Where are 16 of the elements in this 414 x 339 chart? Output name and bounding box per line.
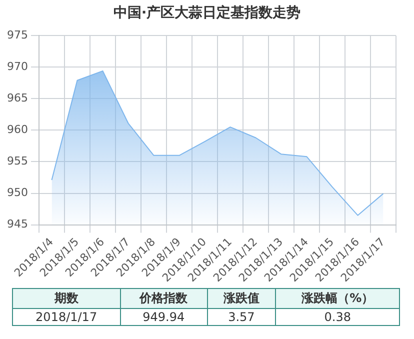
y-tick-label: 960 [6,123,28,136]
y-tick-label: 975 [6,28,28,42]
y-tick-label: 970 [6,60,28,73]
y-tick-label: 950 [6,186,28,200]
text: 949.94 [120,308,208,326]
text: 3.57 [207,308,276,326]
text: 价格指数 [120,288,208,308]
text: 期数 [12,288,120,308]
text: 涨跌值 [207,288,276,308]
y-tick-label: 955 [6,154,28,168]
y-tick-label: 945 [6,218,28,231]
y-tick-label: 965 [6,92,28,105]
text: 涨跌幅（%） [276,288,400,308]
chart-title: 中国·产区大蒜日定基指数走势 [112,4,302,23]
text: 0.38 [276,308,400,326]
text: 2018/1/17 [12,308,120,326]
